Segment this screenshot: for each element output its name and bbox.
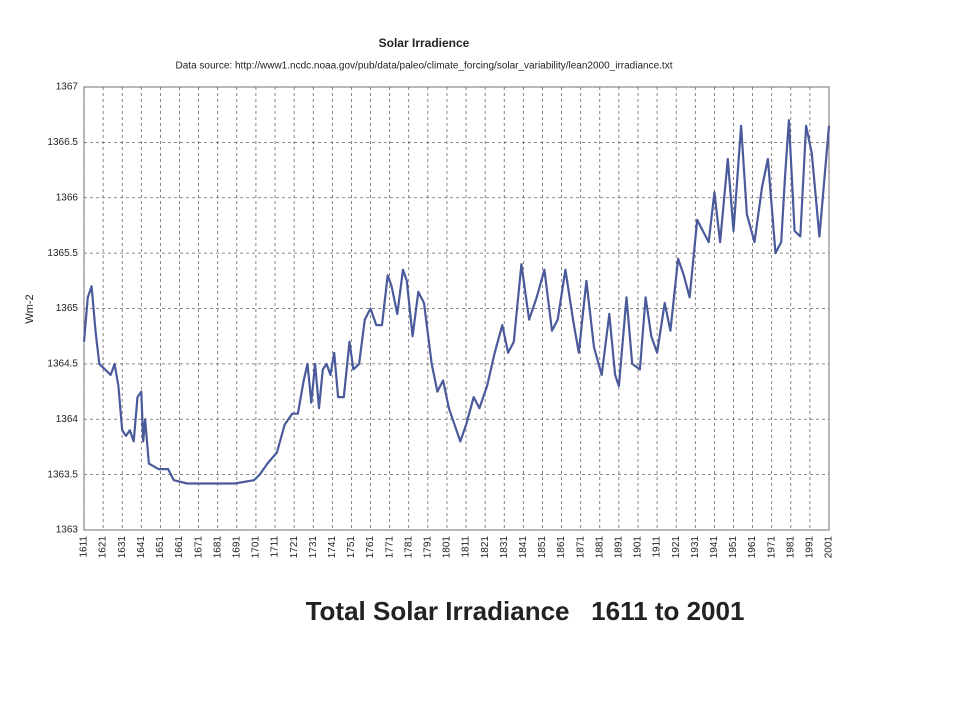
x-tick-label: 1991 — [805, 536, 816, 559]
x-tick-label: 1721 — [289, 536, 300, 559]
x-tick-label: 1931 — [690, 536, 701, 559]
x-tick-label: 1811 — [461, 536, 472, 558]
chart-title: Solar Irradience — [379, 36, 470, 50]
x-tick-label: 1961 — [747, 536, 758, 559]
x-tick-label: 1801 — [442, 536, 453, 559]
y-tick-label: 1367 — [56, 82, 79, 93]
x-tick-label: 1701 — [251, 536, 262, 559]
y-tick-label: 1363.5 — [47, 469, 78, 480]
x-tick-label: 1651 — [155, 536, 166, 559]
x-tick-label: 1691 — [231, 536, 242, 559]
x-tick-label: 1681 — [212, 536, 223, 559]
y-axis-label: Wm-2 — [24, 294, 36, 323]
x-tick-label: 1661 — [174, 536, 185, 559]
y-tick-label: 1364 — [56, 414, 79, 425]
x-tick-label: 1831 — [499, 536, 510, 559]
data-line — [82, 119, 831, 485]
y-tick-label: 1365 — [56, 303, 79, 314]
y-tick-label: 1363 — [56, 525, 79, 536]
x-tick-label: 1941 — [709, 536, 720, 559]
x-tick-label: 1891 — [614, 536, 625, 559]
y-tick-label: 1366 — [56, 192, 79, 203]
x-tick-label: 1641 — [136, 536, 147, 559]
x-tick-label: 1611 — [79, 536, 90, 558]
x-tick-label: 1711 — [270, 536, 281, 558]
x-tick-label: 1851 — [537, 536, 548, 559]
x-tick-label: 1791 — [422, 536, 433, 559]
x-tick-label: 1741 — [327, 536, 338, 559]
x-tick-label: 1971 — [766, 536, 777, 559]
x-tick-label: 1751 — [346, 536, 357, 559]
x-tick-label: 1631 — [117, 536, 128, 559]
x-tick-label: 1781 — [403, 536, 414, 559]
y-tick-label: 1365.5 — [47, 248, 78, 259]
chart-subtitle: Data source: http://www1.ncdc.noaa.gov/p… — [176, 61, 673, 72]
x-tick-label: 1671 — [193, 536, 204, 559]
y-tick-label: 1366.5 — [47, 137, 78, 148]
x-tick-label: 1841 — [518, 536, 529, 559]
x-tick-label: 1861 — [556, 536, 567, 559]
x-tick-label: 1771 — [384, 536, 395, 559]
x-tick-label: 1821 — [480, 536, 491, 559]
x-tick-label: 1951 — [728, 536, 739, 559]
x-tick-label: 1621 — [98, 536, 109, 559]
caption: Total Solar Irradiance 1611 to 2001 — [306, 596, 745, 626]
x-tick-label: 1981 — [785, 536, 796, 559]
x-tick-label: 1731 — [308, 536, 319, 559]
x-tick-label: 1871 — [575, 536, 586, 559]
x-tick-label: 1761 — [365, 536, 376, 559]
x-tick-label: 2001 — [824, 536, 835, 559]
x-tick-label: 1921 — [671, 536, 682, 559]
x-tick-label: 1911 — [652, 536, 663, 558]
y-tick-label: 1364.5 — [47, 359, 78, 370]
x-tick-label: 1881 — [594, 536, 605, 559]
x-tick-label: 1901 — [633, 536, 644, 559]
